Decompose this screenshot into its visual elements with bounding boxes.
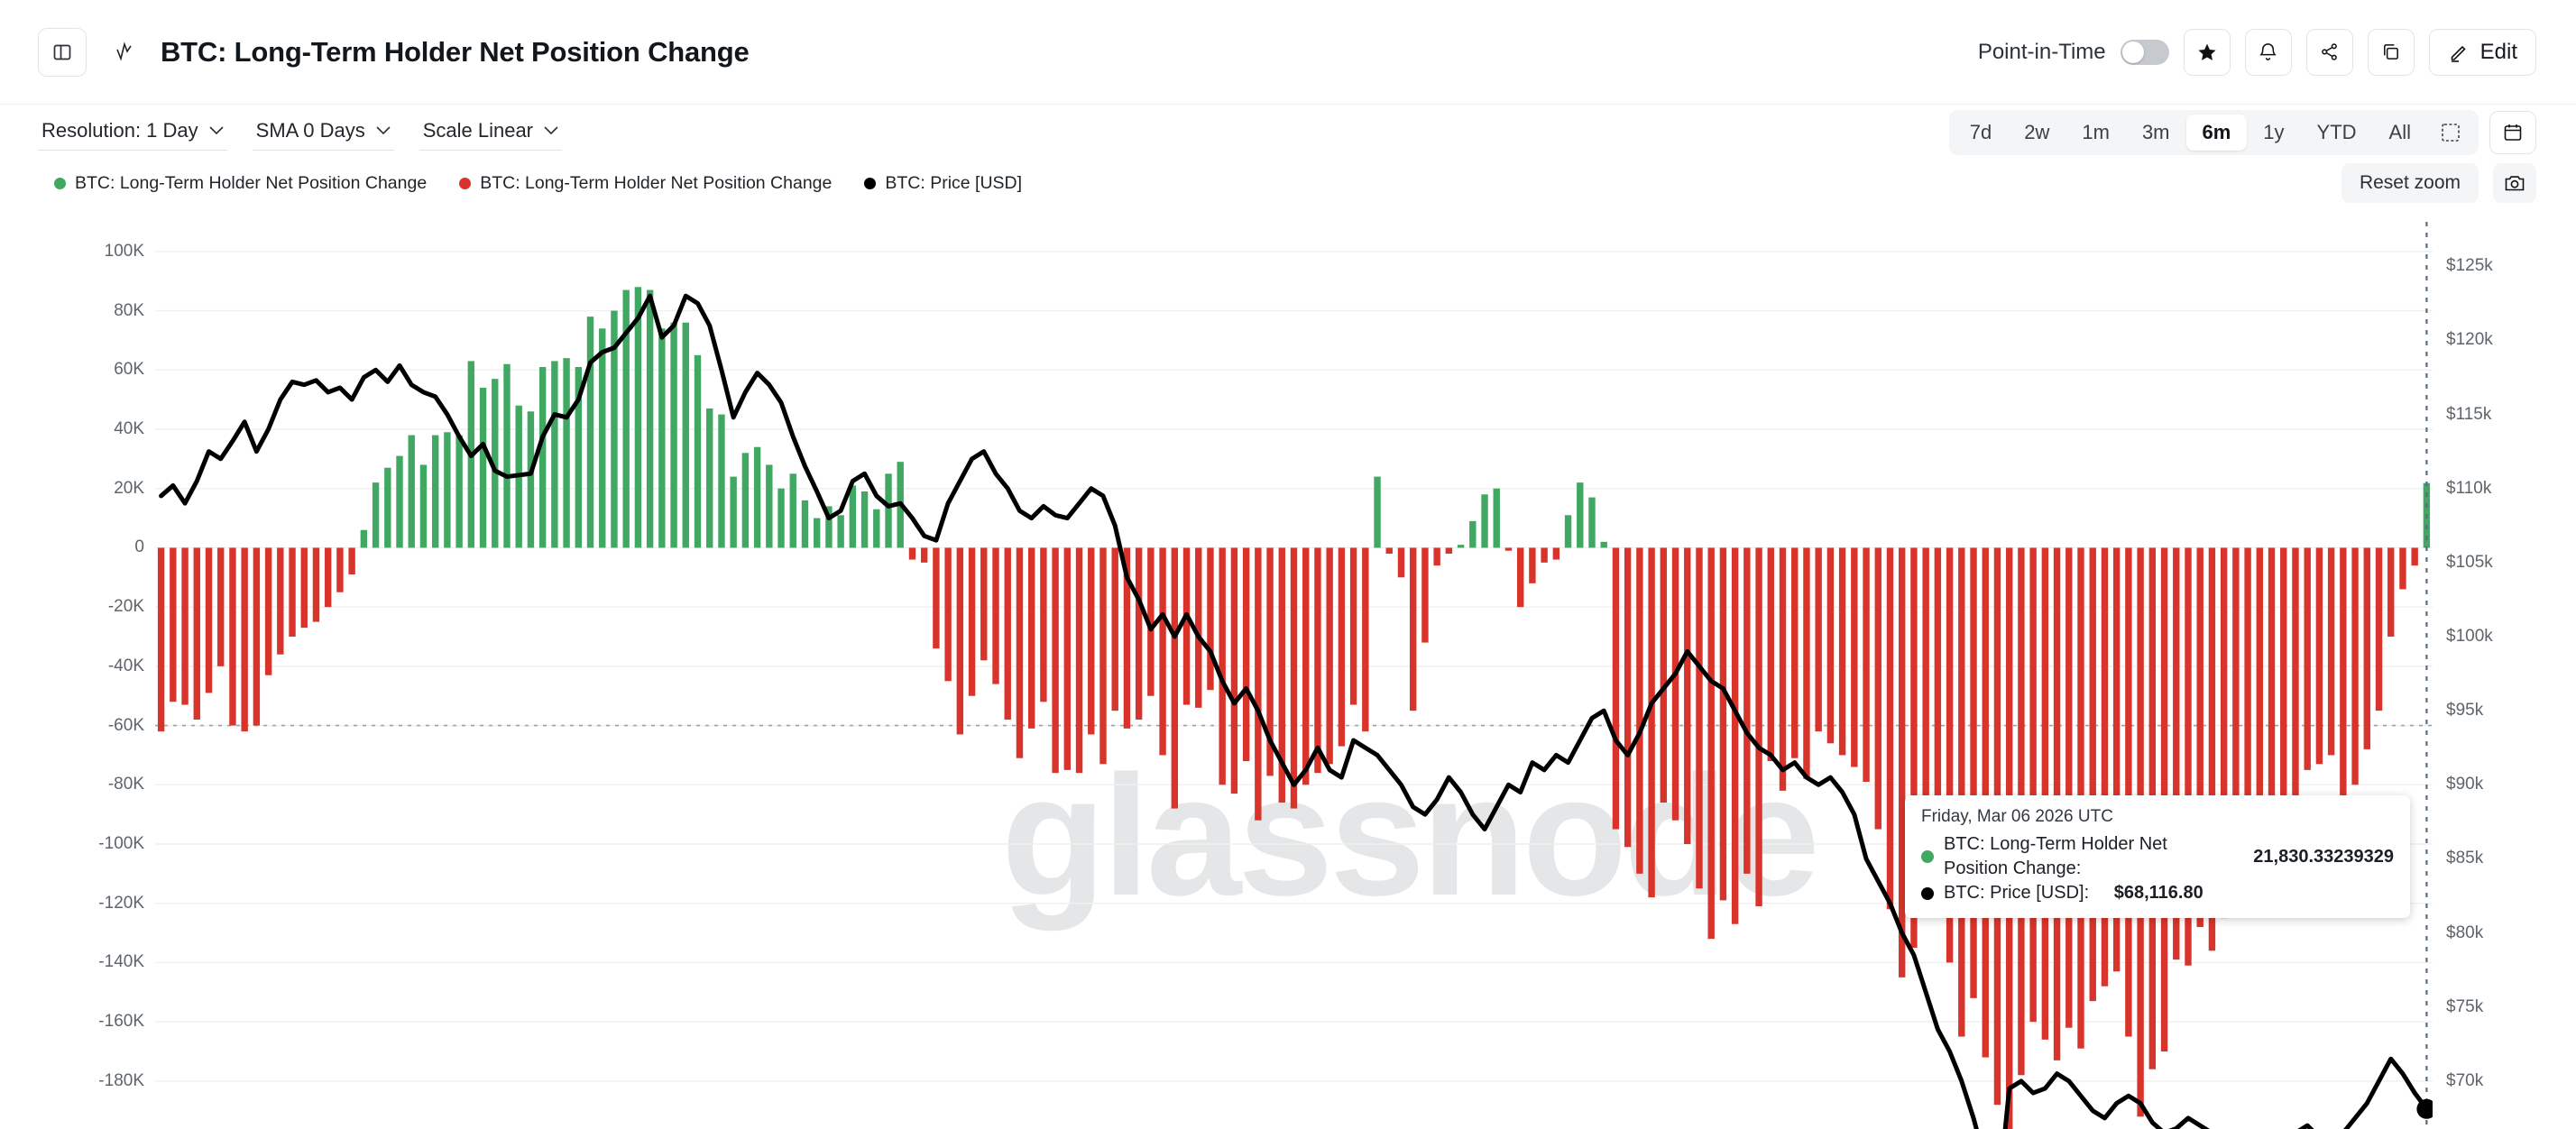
y-tick-left: 0	[134, 537, 144, 557]
y-tick-right: $90k	[2446, 775, 2484, 794]
edit-label: Edit	[2479, 39, 2517, 64]
share-button[interactable]	[2305, 28, 2353, 76]
scale-dropdown[interactable]: Scale Linear	[419, 115, 563, 151]
range-button-3m[interactable]: 3m	[2141, 121, 2170, 143]
star-icon	[2198, 43, 2216, 60]
resolution-dropdown[interactable]: Resolution: 1 Day	[38, 115, 227, 151]
legend-color-dot	[459, 177, 472, 189]
share-icon	[2322, 43, 2337, 60]
legend-item-2[interactable]: BTC: Price [USD]	[864, 173, 1022, 194]
y-tick-left: -120K	[98, 893, 144, 913]
y-tick-left: -80K	[107, 775, 144, 794]
sma-dropdown[interactable]: SMA 0 Days	[252, 115, 394, 151]
scale-label: Scale Linear	[422, 118, 534, 142]
edit-button[interactable]: Edit	[2428, 28, 2536, 76]
y-tick-left: 20K	[114, 478, 144, 498]
legend-item-1[interactable]: BTC: Long-Term Holder Net Position Chang…	[459, 173, 832, 194]
y-tick-right: $115k	[2446, 404, 2492, 424]
chevron-down-icon	[376, 126, 391, 134]
y-tick-left: 60K	[114, 360, 144, 380]
y-tick-left: -60K	[107, 715, 144, 735]
sidebar-toggle-button[interactable]	[38, 27, 87, 77]
pencil-icon	[2451, 45, 2466, 62]
controls-bar: Resolution: 1 Day SMA 0 Days Scale Linea…	[0, 105, 2576, 161]
sidebar-toggle-icon	[53, 44, 71, 60]
chart-tooltip: Friday, Mar 06 2026 UTC BTC: Long-Term H…	[1905, 795, 2410, 918]
chevron-down-icon	[544, 126, 558, 134]
reset-zoom-button[interactable]: Reset zoom	[2341, 163, 2479, 203]
sma-label: SMA 0 Days	[255, 118, 365, 142]
calendar-icon	[2504, 124, 2522, 141]
range-button-7d[interactable]: 7d	[1969, 121, 1992, 143]
tooltip-label: BTC: Price [USD]:	[1944, 883, 2090, 903]
line-chart-icon	[114, 37, 144, 68]
favorite-button[interactable]	[2183, 28, 2231, 76]
y-axis-right: $125k $120k $115k $110k $105k $100k $95k $90k $8…	[2446, 206, 2576, 1125]
y-tick-left: -100K	[98, 834, 144, 853]
y-tick-right: $100k	[2446, 627, 2493, 646]
time-range-selector[interactable]: 7d 2w 1m 3m 6m 1y YTD All	[1948, 110, 2479, 155]
range-button-1m[interactable]: 1m	[2082, 121, 2110, 143]
legend-color-dot	[864, 177, 877, 189]
y-tick-right: $125k	[2446, 256, 2493, 276]
legend-row: BTC: Long-Term Holder Net Position Chang…	[0, 161, 2576, 206]
y-axis-left: 100K 80K 60K 40K 20K 0 -20K -40K -60K -80K -100K -1…	[0, 206, 144, 1125]
y-tick-left: -180K	[98, 1070, 144, 1090]
bell-icon	[2259, 43, 2277, 60]
point-in-time-toggle[interactable]	[2120, 39, 2169, 65]
duplicate-button[interactable]	[2367, 28, 2415, 76]
y-tick-right: $70k	[2446, 1070, 2484, 1090]
range-button-6m[interactable]: 6m	[2185, 115, 2248, 151]
camera-icon	[2505, 176, 2525, 191]
range-button-2w[interactable]: 2w	[2024, 121, 2050, 143]
y-tick-left: 80K	[114, 300, 144, 320]
y-tick-left: 100K	[104, 241, 144, 261]
range-button-all[interactable]: All	[2388, 121, 2411, 143]
legend-label: BTC: Long-Term Holder Net Position Chang…	[75, 172, 428, 193]
y-tick-right: $110k	[2446, 478, 2492, 498]
y-tick-left: 40K	[114, 419, 144, 438]
tooltip-rows: BTC: Long-Term Holder Net Position Chang…	[1921, 832, 2394, 905]
resolution-label: Resolution: 1 Day	[41, 118, 198, 142]
zoom-select-button[interactable]	[2427, 115, 2474, 150]
top-bar: BTC: Long-Term Holder Net Position Chang…	[0, 0, 2576, 105]
chart-area[interactable]: glassnode 100K 80K 60K 40K 20K 0 -20K -40K -60K -…	[0, 206, 2576, 1129]
y-tick-right: $120k	[2446, 330, 2493, 350]
y-tick-right: $75k	[2446, 996, 2484, 1016]
y-tick-right: $95k	[2446, 701, 2484, 721]
y-tick-left: -20K	[107, 597, 144, 617]
y-tick-right: $85k	[2446, 849, 2484, 868]
y-tick-left: -40K	[107, 656, 144, 675]
page-title: BTC: Long-Term Holder Net Position Chang…	[161, 35, 750, 68]
screenshot-button[interactable]	[2493, 163, 2536, 203]
legend-label: BTC: Long-Term Holder Net Position Chang…	[480, 172, 833, 193]
y-tick-left: -160K	[98, 1012, 144, 1032]
copy-icon	[2384, 44, 2399, 60]
legend-color-dot	[54, 177, 66, 189]
tooltip-value: 21,830.33239329	[2253, 846, 2394, 867]
zoom-select-icon	[2442, 124, 2460, 142]
alerts-button[interactable]	[2244, 28, 2292, 76]
tooltip-label: BTC: Long-Term Holder Net Position Chang…	[1944, 834, 2167, 878]
tooltip-color-dot	[1921, 886, 1934, 900]
tooltip-row-0: BTC: Long-Term Holder Net Position Chang…	[1921, 832, 2394, 881]
tooltip-value: $68,116.80	[2113, 883, 2203, 903]
legend-items: BTC: Long-Term Holder Net Position Chang…	[54, 173, 1054, 194]
tooltip-date: Friday, Mar 06 2026 UTC	[1921, 807, 2113, 826]
chevron-down-icon	[209, 126, 224, 134]
point-in-time-label: Point-in-Time	[1977, 39, 2106, 64]
tooltip-row-1: BTC: Price [USD]: $68,116.80	[1921, 881, 2394, 905]
calendar-button[interactable]	[2489, 111, 2536, 154]
chart-plot[interactable]	[155, 222, 2433, 1129]
tooltip-color-dot	[1921, 850, 1934, 863]
legend-label: BTC: Price [USD]	[885, 172, 1023, 193]
legend-item-0[interactable]: BTC: Long-Term Holder Net Position Chang…	[54, 173, 427, 194]
toggle-knob	[2121, 41, 2144, 63]
range-button-ytd[interactable]: YTD	[2316, 121, 2357, 143]
watermark: glassnode	[1001, 740, 1820, 932]
y-tick-right: $105k	[2446, 552, 2493, 572]
y-tick-left: -140K	[98, 952, 144, 972]
y-tick-right: $80k	[2446, 922, 2484, 942]
range-button-1y[interactable]: 1y	[2263, 121, 2285, 143]
